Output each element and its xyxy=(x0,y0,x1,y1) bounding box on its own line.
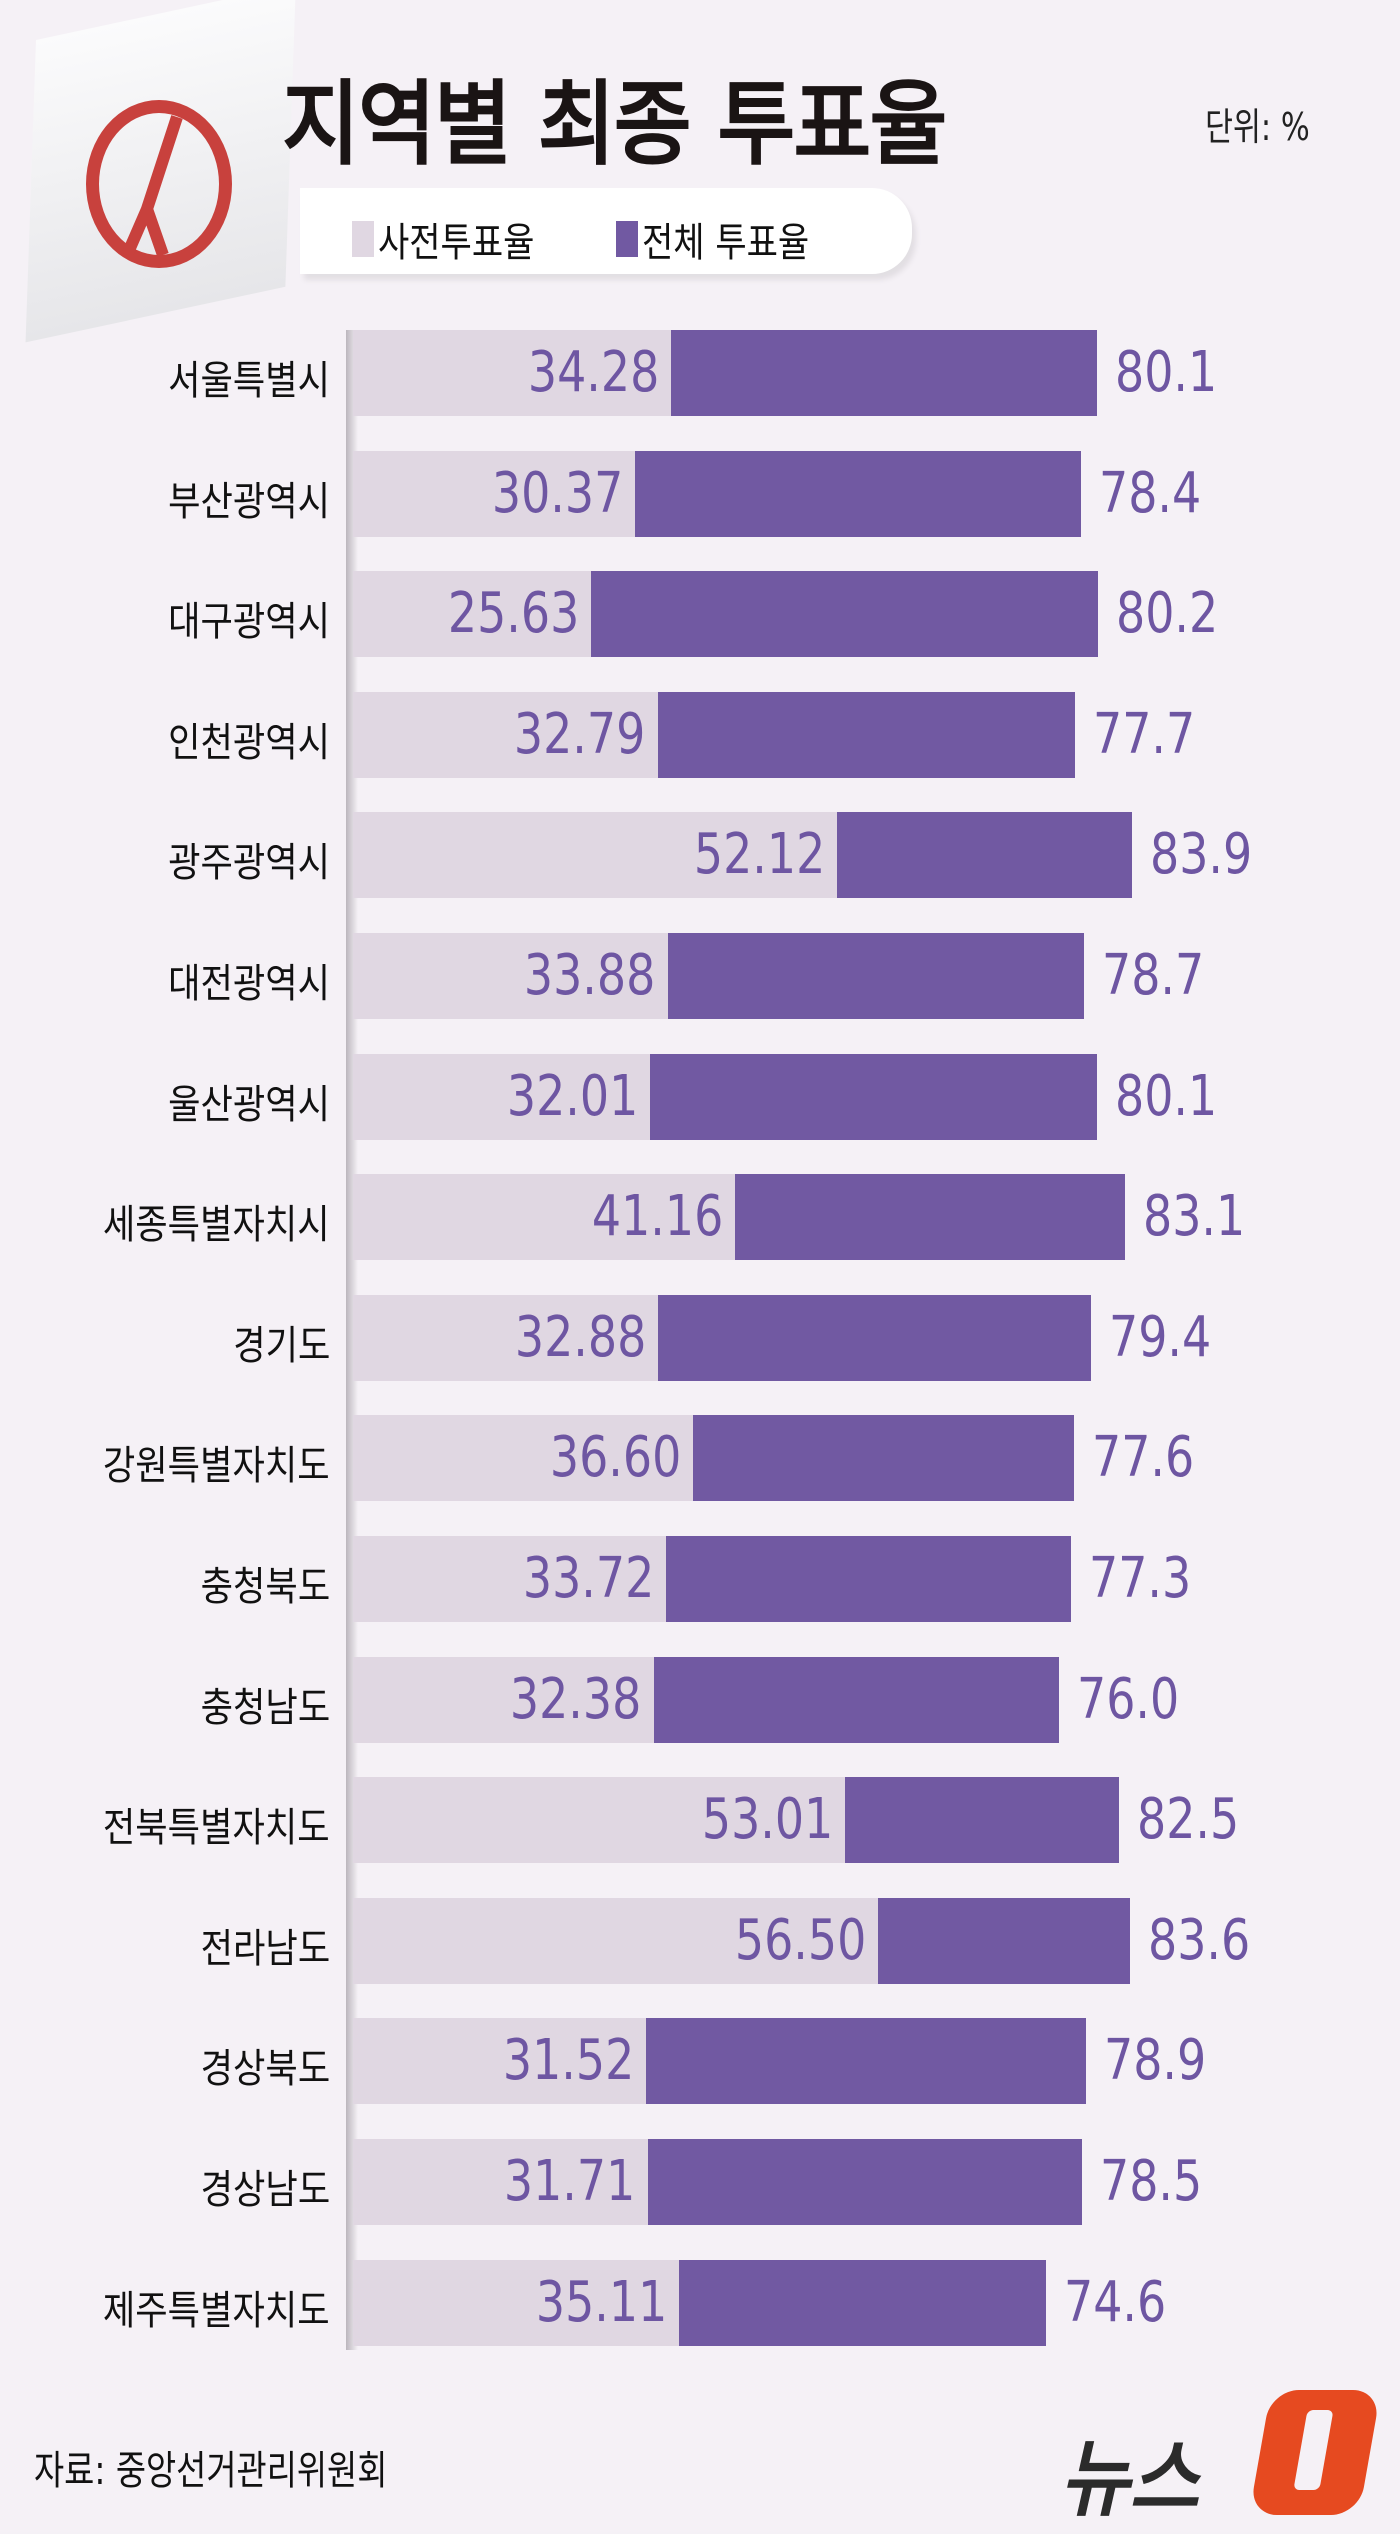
category-label: 전북특별자치도 xyxy=(103,1805,330,1852)
early-value-label: 31.71 xyxy=(504,2149,636,2214)
source-note: 자료: 중앙선거관리위원회 xyxy=(34,2448,388,2494)
ballot-stamp-icon xyxy=(86,100,232,268)
early-value-label: 52.12 xyxy=(693,822,826,888)
total-value-label: 82.5 xyxy=(1137,1787,1240,1853)
category-label: 울산광역시 xyxy=(168,1081,330,1128)
category-label: 대구광역시 xyxy=(168,599,330,646)
bar-total xyxy=(837,812,1133,899)
category-label: 대전광역시 xyxy=(168,961,330,1007)
total-value-label: 83.6 xyxy=(1147,1907,1250,1973)
bar-total xyxy=(645,2018,1086,2105)
category-label: 경기도 xyxy=(232,1322,330,1369)
chart-title: 지역별 최종 투표율 xyxy=(282,71,947,178)
bar-total xyxy=(679,2259,1047,2346)
bar-total xyxy=(845,1777,1120,1864)
early-value-label: 33.72 xyxy=(522,1546,655,1611)
early-value-label: 31.52 xyxy=(502,2028,634,2094)
bar-total xyxy=(693,1415,1074,1502)
early-value-label: 53.01 xyxy=(701,1787,834,1853)
early-value-label: 25.63 xyxy=(447,581,580,647)
total-value-label: 74.6 xyxy=(1064,2269,1167,2335)
bar-total xyxy=(635,450,1082,537)
total-value-label: 78.9 xyxy=(1103,2028,1207,2094)
legend-item-total: 전체 투표율 xyxy=(616,210,839,268)
bar-total xyxy=(647,2139,1083,2225)
total-value-label: 80.1 xyxy=(1115,1063,1218,1129)
category-label: 서울특별시 xyxy=(168,358,330,404)
bar-total xyxy=(650,1053,1098,1140)
category-label: 경상북도 xyxy=(200,2046,330,2093)
legend-swatch-early xyxy=(352,221,374,257)
total-value-label: 78.7 xyxy=(1102,943,1205,1008)
early-value-label: 35.11 xyxy=(535,2269,668,2335)
total-value-label: 79.4 xyxy=(1108,1304,1211,1370)
news1-logo: 뉴스 xyxy=(1060,2390,1382,2528)
category-label: 세종특별자치시 xyxy=(103,1202,330,1249)
category-label: 충청북도 xyxy=(200,1564,330,1610)
legend-label: 사전투표율 xyxy=(378,220,535,266)
early-value-label: 32.88 xyxy=(514,1304,647,1370)
category-label: 광주광역시 xyxy=(168,840,330,887)
logo-one-mark xyxy=(1248,2390,1382,2515)
legend-item-early: 사전투표율 xyxy=(352,210,562,268)
total-value-label: 78.4 xyxy=(1099,460,1202,526)
bar-total xyxy=(658,1294,1091,1381)
early-value-label: 56.50 xyxy=(734,1907,866,1973)
category-label: 제주특별자치도 xyxy=(103,2287,330,2334)
category-label: 경상남도 xyxy=(200,2167,330,2213)
early-value-label: 41.16 xyxy=(591,1184,724,1250)
total-value-label: 83.9 xyxy=(1150,822,1253,888)
logo-text: 뉴스 xyxy=(1060,2430,1200,2528)
category-label: 부산광역시 xyxy=(168,478,330,525)
early-value-label: 34.28 xyxy=(527,340,660,405)
early-value-label: 30.37 xyxy=(491,460,624,526)
bar-total xyxy=(657,691,1075,778)
early-value-label: 36.60 xyxy=(549,1425,682,1491)
total-value-label: 78.5 xyxy=(1100,2149,1203,2214)
total-value-label: 77.6 xyxy=(1091,1425,1195,1491)
early-value-label: 33.88 xyxy=(524,943,656,1008)
legend-swatch-total xyxy=(616,221,638,257)
total-value-label: 80.1 xyxy=(1115,340,1218,405)
early-value-label: 32.79 xyxy=(514,701,646,767)
early-value-label: 32.38 xyxy=(510,1666,642,1732)
category-label: 인천광역시 xyxy=(168,719,330,766)
category-label: 충청남도 xyxy=(200,1684,330,1731)
total-value-label: 77.3 xyxy=(1089,1546,1192,1611)
bar-total xyxy=(735,1174,1125,1261)
legend-label: 전체 투표율 xyxy=(642,220,810,266)
total-value-label: 77.7 xyxy=(1092,701,1196,767)
category-label: 강원특별자치도 xyxy=(103,1443,330,1490)
category-label: 전라남도 xyxy=(200,1925,330,1972)
bar-total xyxy=(671,330,1098,416)
bar-total xyxy=(653,1656,1060,1743)
bar-total xyxy=(591,571,1099,658)
total-value-label: 76.0 xyxy=(1077,1666,1180,1732)
legend: 사전투표율 전체 투표율 xyxy=(300,188,912,274)
unit-label: 단위: % xyxy=(1205,105,1310,149)
total-value-label: 80.2 xyxy=(1116,581,1219,647)
bar-total xyxy=(666,1536,1072,1622)
bar-total xyxy=(877,1897,1130,1984)
bar-total xyxy=(667,933,1085,1019)
early-value-label: 32.01 xyxy=(506,1063,639,1129)
total-value-label: 83.1 xyxy=(1142,1184,1246,1250)
